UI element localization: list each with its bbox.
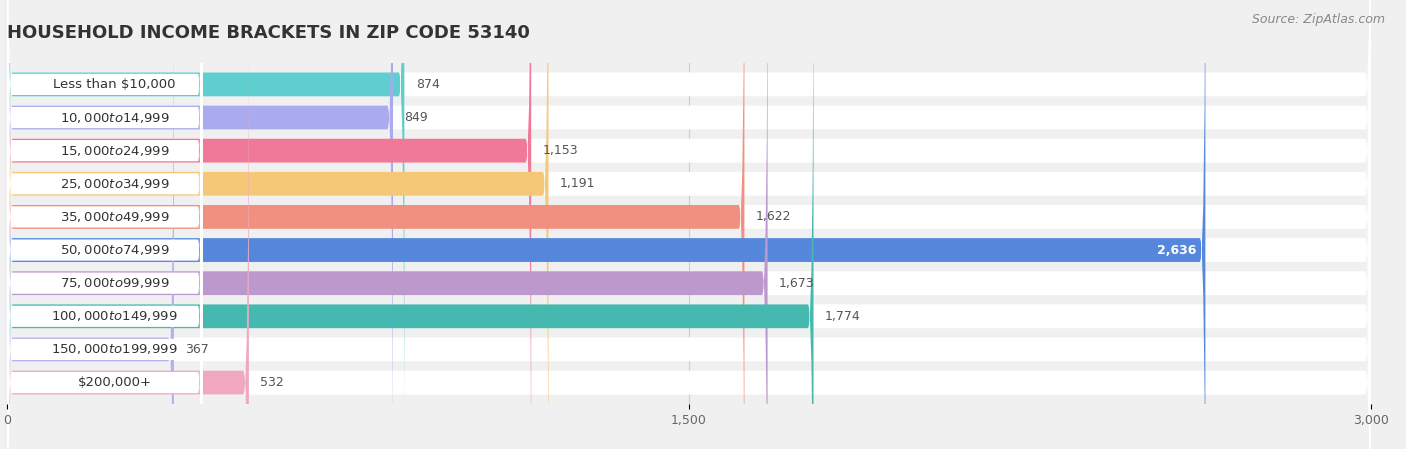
Text: $75,000 to $99,999: $75,000 to $99,999 bbox=[59, 276, 169, 290]
Text: $150,000 to $199,999: $150,000 to $199,999 bbox=[51, 343, 177, 357]
FancyBboxPatch shape bbox=[7, 0, 1371, 449]
FancyBboxPatch shape bbox=[7, 0, 202, 438]
Text: $200,000+: $200,000+ bbox=[77, 376, 152, 389]
FancyBboxPatch shape bbox=[7, 0, 1371, 449]
Text: $10,000 to $14,999: $10,000 to $14,999 bbox=[59, 110, 169, 124]
FancyBboxPatch shape bbox=[7, 0, 1205, 449]
FancyBboxPatch shape bbox=[7, 0, 202, 449]
FancyBboxPatch shape bbox=[7, 0, 202, 449]
Text: 2,636: 2,636 bbox=[1157, 243, 1197, 256]
Text: 1,622: 1,622 bbox=[756, 211, 792, 224]
Text: 1,673: 1,673 bbox=[779, 277, 814, 290]
FancyBboxPatch shape bbox=[7, 62, 202, 449]
Text: Less than $10,000: Less than $10,000 bbox=[53, 78, 176, 91]
FancyBboxPatch shape bbox=[7, 0, 1371, 449]
FancyBboxPatch shape bbox=[7, 0, 1371, 449]
FancyBboxPatch shape bbox=[7, 0, 1371, 449]
FancyBboxPatch shape bbox=[7, 0, 202, 449]
Text: 1,191: 1,191 bbox=[560, 177, 595, 190]
FancyBboxPatch shape bbox=[7, 0, 249, 449]
FancyBboxPatch shape bbox=[7, 0, 1371, 449]
Text: 532: 532 bbox=[260, 376, 284, 389]
FancyBboxPatch shape bbox=[7, 0, 174, 449]
FancyBboxPatch shape bbox=[7, 0, 202, 449]
FancyBboxPatch shape bbox=[7, 0, 814, 449]
Text: 367: 367 bbox=[186, 343, 209, 356]
Text: Source: ZipAtlas.com: Source: ZipAtlas.com bbox=[1251, 13, 1385, 26]
FancyBboxPatch shape bbox=[7, 0, 202, 405]
FancyBboxPatch shape bbox=[7, 0, 531, 449]
Text: $35,000 to $49,999: $35,000 to $49,999 bbox=[59, 210, 169, 224]
FancyBboxPatch shape bbox=[7, 0, 394, 449]
FancyBboxPatch shape bbox=[7, 0, 548, 449]
Text: 849: 849 bbox=[405, 111, 427, 124]
FancyBboxPatch shape bbox=[7, 0, 1371, 449]
FancyBboxPatch shape bbox=[7, 0, 744, 449]
Text: $15,000 to $24,999: $15,000 to $24,999 bbox=[59, 144, 169, 158]
FancyBboxPatch shape bbox=[7, 0, 768, 449]
Text: 1,774: 1,774 bbox=[825, 310, 860, 323]
Text: $50,000 to $74,999: $50,000 to $74,999 bbox=[59, 243, 169, 257]
Text: $100,000 to $149,999: $100,000 to $149,999 bbox=[51, 309, 177, 323]
Text: 1,153: 1,153 bbox=[543, 144, 578, 157]
FancyBboxPatch shape bbox=[7, 0, 1371, 449]
Text: 874: 874 bbox=[416, 78, 440, 91]
FancyBboxPatch shape bbox=[7, 0, 202, 449]
Text: HOUSEHOLD INCOME BRACKETS IN ZIP CODE 53140: HOUSEHOLD INCOME BRACKETS IN ZIP CODE 53… bbox=[7, 24, 530, 42]
FancyBboxPatch shape bbox=[7, 0, 405, 449]
FancyBboxPatch shape bbox=[7, 0, 1371, 449]
FancyBboxPatch shape bbox=[7, 0, 1371, 449]
FancyBboxPatch shape bbox=[7, 29, 202, 449]
Text: $25,000 to $34,999: $25,000 to $34,999 bbox=[59, 177, 169, 191]
FancyBboxPatch shape bbox=[7, 0, 202, 449]
